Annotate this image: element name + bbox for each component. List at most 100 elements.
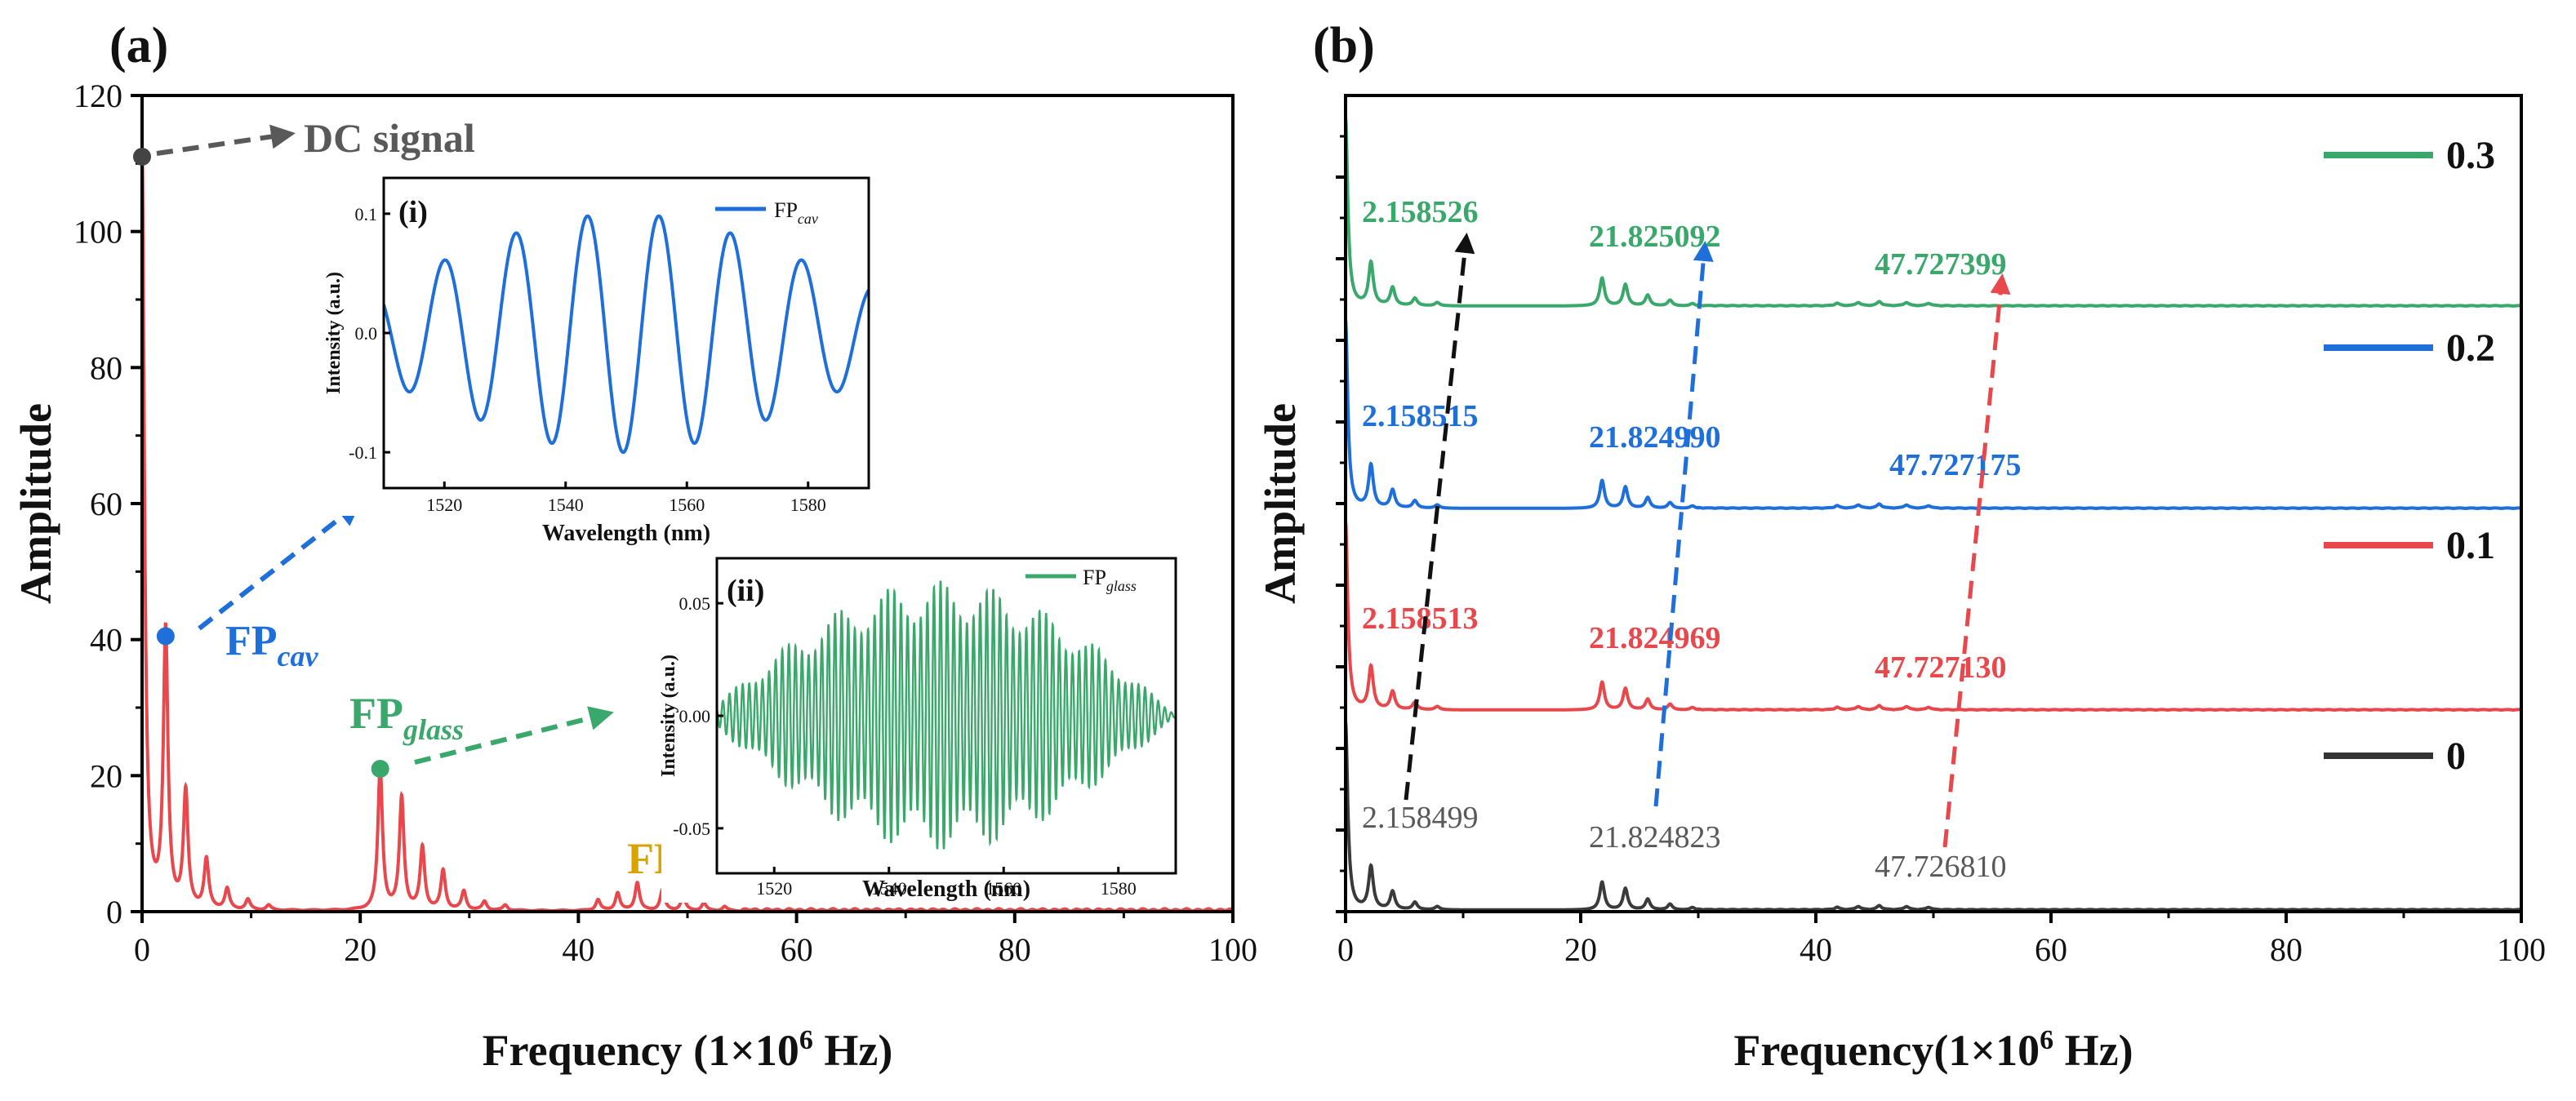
legend-label-0.3: 0.3 (2446, 134, 2495, 177)
inset-ii-x-tick-label: 1520 (756, 878, 792, 899)
panel-b-label: (b) (1313, 18, 1375, 73)
panel-a-y-tick-label: 20 (90, 757, 122, 794)
panel-b-peak-values: 2.158526 21.825092 47.727399 2.158515 21… (1362, 195, 2022, 884)
panel-a-x-axis-label: Frequency (1×106 Hz) (483, 1025, 893, 1075)
panel-a-y-tick-label: 40 (90, 622, 122, 659)
inset-i-x-axis-label: Wavelength (nm) (542, 521, 710, 546)
inset-ii-legend-label: FPglass (1083, 566, 1137, 594)
panel-b-series-line-0.3 (1346, 118, 2521, 309)
panel-a-x-tick-label: 20 (344, 931, 376, 968)
panel-b-x-axis-label: Frequency(1×106 Hz) (1733, 1025, 2133, 1075)
peak-value-0.3-b: 21.825092 (1589, 220, 1721, 254)
inset-i-background (327, 173, 870, 516)
dc-signal-arrow (156, 124, 296, 156)
legend-label-0: 0 (2446, 735, 2466, 778)
dc-signal-marker (133, 148, 151, 166)
inset-i-ticks: 1520 1540 1560 1580 -0.1 0.0 0.1 (349, 204, 826, 515)
inset-ii-x-tick-label: 1560 (985, 878, 1021, 899)
peak-value-0-b: 21.824823 (1589, 820, 1721, 855)
panel-a-x-tick-label: 60 (781, 931, 813, 968)
inset-ii-x-tick-label: 1580 (1101, 878, 1137, 899)
panel-a-x-tick-label: 100 (1208, 931, 1257, 968)
inset-i-x-tick-label: 1520 (426, 495, 462, 515)
peak-value-0.2-a: 2.158515 (1362, 399, 1479, 433)
panel-b-x-tick-label: 60 (2035, 931, 2067, 968)
inset-i: 1520 1540 1560 1580 -0.1 0.0 0.1 (i) FPcav Wav… (323, 173, 870, 546)
peak-value-0.3-a: 2.158526 (1362, 195, 1479, 229)
panel-b-y-axis-label: Amplitude (1256, 403, 1305, 604)
inset-i-x-tick-label: 1560 (669, 495, 705, 515)
inset-ii-signal-line (717, 580, 1176, 850)
inset-ii-y-tick-label: -0.05 (673, 819, 710, 839)
panel-b-legend: 0.3 0.2 0.1 0 (2324, 134, 2495, 778)
inset-i-y-tick-label: 0.0 (355, 323, 378, 344)
inset-i-signal-line (384, 214, 869, 455)
peak-value-0.2-c: 47.727175 (1889, 448, 2022, 482)
panel-b-series-line-0.1 (1346, 522, 2521, 713)
legend-label-0.1: 0.1 (2446, 524, 2495, 567)
inset-i-y-tick-label: -0.1 (349, 442, 377, 463)
legend-label-0.2: 0.2 (2446, 326, 2495, 370)
inset-i-x-tick-label: 1540 (548, 495, 584, 515)
peak-value-0.1-a: 2.158513 (1362, 602, 1479, 636)
panel-a-x-tick-label: 80 (999, 931, 1031, 968)
panel-b-x-ticks: 0 20 40 60 80 100 (1337, 912, 2546, 968)
panel-b-series-line-0 (1346, 721, 2521, 912)
panel-b: (b) 0 20 40 60 80 100 Frequency(1×106 Hz) Amp… (1256, 18, 2546, 1075)
peak-value-0.2-b: 21.824990 (1589, 420, 1721, 455)
fp-glass-arrow (414, 706, 614, 765)
panel-a-y-tick-label: 0 (106, 894, 122, 930)
panel-a-x-tick-label: 0 (134, 931, 150, 968)
dc-signal-label: DC signal (304, 115, 475, 161)
panel-a-x-ticks: 0 20 40 60 80 100 (134, 912, 1257, 968)
shift-arrow-peak-3 (1942, 273, 2011, 848)
panel-a-label: (a) (109, 18, 168, 73)
inset-ii-y-tick-label: 0.05 (679, 593, 711, 614)
peak-value-0.3-c: 47.727399 (1875, 247, 2007, 282)
inset-ii-x-tick-label: 1540 (871, 878, 907, 899)
inset-i-y-axis-label: Intensity (a.u.) (323, 272, 345, 394)
inset-i-x-tick-label: 1580 (790, 495, 826, 515)
panel-a-y-tick-label: 100 (73, 214, 122, 251)
shift-arrow-peak-2 (1653, 241, 1714, 807)
panel-b-x-tick-label: 20 (1564, 931, 1597, 968)
panel-b-x-tick-label: 0 (1337, 931, 1354, 968)
panel-a: (a) 0 20 40 60 80 100 0 20 40 60 80 100 120 Frequen… (11, 18, 1257, 1075)
panel-a-y-axis-label: Amplitude (11, 403, 60, 604)
peak-value-0-c: 47.726810 (1875, 850, 2007, 884)
inset-ii-x-axis-label: Wavelength (nm) (862, 877, 1030, 902)
inset-ii-y-tick-label: 0.00 (679, 706, 711, 726)
inset-i-legend-label: FPcav (774, 198, 818, 227)
inset-i-curve-group (384, 214, 869, 455)
panel-b-x-tick-label: 40 (1800, 931, 1832, 968)
inset-ii-ticks: 1520 1540 1560 1580 -0.05 0.00 0.05 (673, 593, 1137, 899)
panel-b-axes-frame (1344, 94, 2523, 913)
panel-b-x-tick-label: 100 (2497, 931, 2546, 968)
peak-value-0.1-b: 21.824969 (1589, 621, 1721, 655)
panel-b-curves-group (1346, 118, 2521, 912)
fp-cav-label: FPcav (225, 618, 319, 673)
panel-a-y-tick-label: 60 (90, 486, 122, 522)
panel-a-y-tick-label: 120 (73, 78, 122, 114)
peak-value-0-a: 2.158499 (1362, 801, 1479, 835)
peak-value-0.1-c: 47.727130 (1875, 650, 2007, 685)
inset-ii-curve-group (717, 580, 1176, 850)
fp-cav-marker (156, 627, 175, 646)
panel-b-y-ticks (1336, 135, 1346, 913)
panel-a-x-tick-label: 40 (562, 931, 594, 968)
inset-i-label: (i) (398, 195, 428, 229)
panel-a-y-ticks: 0 20 40 60 80 100 120 (73, 78, 142, 930)
inset-ii: 1520 1540 1560 1580 -0.05 0.00 0.05 (ii) FPgla… (658, 553, 1179, 903)
inset-ii-y-axis-label: Intensity (a.u.) (658, 655, 679, 777)
inset-i-y-tick-label: 0.1 (355, 204, 378, 224)
fp-glass-marker (371, 760, 389, 778)
inset-ii-label: (ii) (727, 574, 764, 608)
shift-arrow-peak-1 (1404, 233, 1475, 801)
panel-b-x-tick-label: 80 (2270, 931, 2302, 968)
fp-glass-label: FPglass (349, 689, 464, 746)
fp-cav-arrow (198, 501, 362, 631)
panel-b-series-line-0.2 (1346, 320, 2521, 511)
panel-a-y-tick-label: 80 (90, 349, 122, 386)
